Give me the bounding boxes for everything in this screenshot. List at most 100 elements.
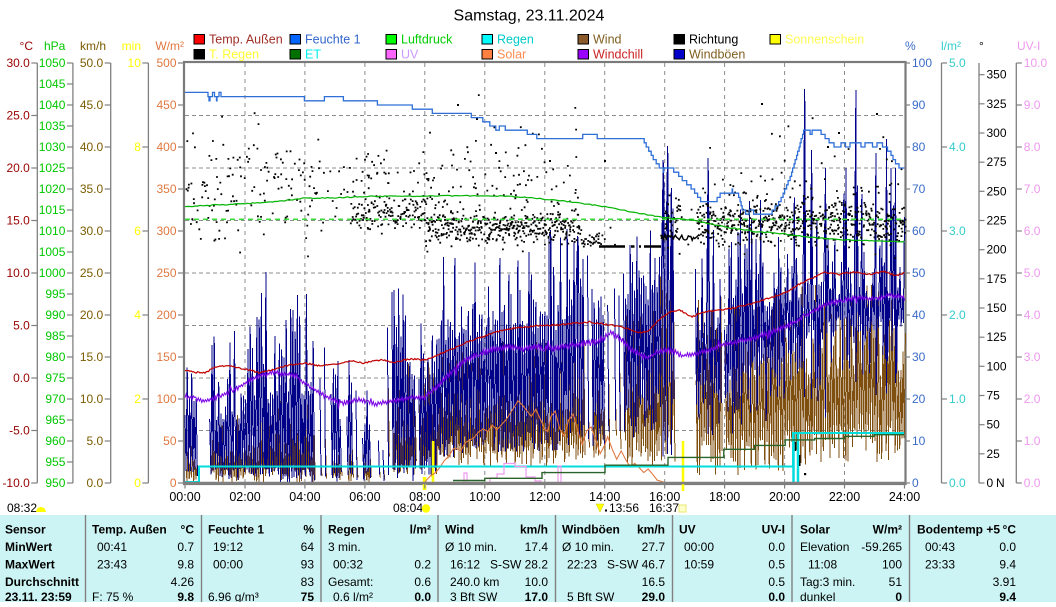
svg-text:08:04: 08:04 xyxy=(393,501,423,515)
svg-text:0.0: 0.0 xyxy=(87,476,104,490)
svg-text:0: 0 xyxy=(987,476,994,490)
svg-text:4.0: 4.0 xyxy=(1024,308,1041,322)
svg-text:0.6: 0.6 xyxy=(414,575,431,589)
svg-text:150: 150 xyxy=(987,301,1007,315)
svg-text:S-SW 46.7: S-SW 46.7 xyxy=(607,558,665,572)
svg-text:83: 83 xyxy=(301,575,315,589)
svg-text:23:33: 23:33 xyxy=(925,558,955,572)
svg-text:1000: 1000 xyxy=(39,266,66,280)
svg-text:29.0: 29.0 xyxy=(642,590,666,602)
svg-text:100: 100 xyxy=(912,56,932,70)
svg-text:6.96 g/m³: 6.96 g/m³ xyxy=(208,590,259,602)
svg-text:8.0: 8.0 xyxy=(1024,140,1041,154)
svg-text:5.0: 5.0 xyxy=(13,319,30,333)
svg-text:0: 0 xyxy=(170,476,177,490)
svg-text:50: 50 xyxy=(987,418,1001,432)
svg-text:W/m²: W/m² xyxy=(155,39,184,53)
svg-text:400: 400 xyxy=(156,140,176,154)
svg-text:350: 350 xyxy=(987,68,1007,82)
svg-text:7.0: 7.0 xyxy=(1024,182,1041,196)
svg-text:5.0: 5.0 xyxy=(949,56,966,70)
svg-text:50: 50 xyxy=(163,434,177,448)
svg-text:4: 4 xyxy=(134,308,141,322)
svg-text:1005: 1005 xyxy=(39,245,66,259)
svg-text:60: 60 xyxy=(912,224,926,238)
svg-text:0: 0 xyxy=(895,590,902,602)
svg-text:90: 90 xyxy=(912,98,926,112)
svg-text:9.8: 9.8 xyxy=(177,590,194,602)
svg-text:Regen: Regen xyxy=(328,523,365,537)
svg-text:50.0: 50.0 xyxy=(80,56,104,70)
svg-text:1015: 1015 xyxy=(39,203,66,217)
svg-text:20:00: 20:00 xyxy=(769,490,800,504)
svg-text:300: 300 xyxy=(156,224,176,238)
svg-text:Feuchte 1: Feuchte 1 xyxy=(305,33,361,47)
svg-text:%: % xyxy=(905,39,916,53)
svg-text:450: 450 xyxy=(156,98,176,112)
svg-text:4.0: 4.0 xyxy=(949,140,966,154)
svg-text:Regen: Regen xyxy=(497,33,534,47)
svg-text:-10.0: -10.0 xyxy=(2,476,30,490)
svg-text:UV-I: UV-I xyxy=(1017,39,1040,53)
svg-text:Sensor: Sensor xyxy=(5,523,46,537)
svg-text:UV-I: UV-I xyxy=(762,523,785,537)
svg-text:Solar: Solar xyxy=(497,48,526,62)
svg-text:40: 40 xyxy=(912,308,926,322)
svg-text:dunkel: dunkel xyxy=(800,590,835,602)
svg-text:°: ° xyxy=(979,39,984,53)
svg-text:10.0: 10.0 xyxy=(6,266,30,280)
svg-text:18:00: 18:00 xyxy=(709,490,740,504)
svg-text:02:00: 02:00 xyxy=(229,490,260,504)
svg-text:10:59: 10:59 xyxy=(684,558,714,572)
svg-text:%: % xyxy=(303,523,314,537)
svg-text:Feuchte 1: Feuchte 1 xyxy=(208,523,264,537)
svg-text:1025: 1025 xyxy=(39,161,66,175)
svg-text:0.5: 0.5 xyxy=(768,558,785,572)
svg-text:100: 100 xyxy=(987,359,1007,373)
svg-text:F: 75 %: F: 75 % xyxy=(92,590,134,602)
svg-text:°C: °C xyxy=(20,39,34,53)
svg-text:965: 965 xyxy=(45,413,65,427)
svg-text:240.0 km: 240.0 km xyxy=(450,575,499,589)
svg-text:Ø 10 min.: Ø 10 min. xyxy=(562,540,614,554)
svg-text:Tag:3 min.: Tag:3 min. xyxy=(800,575,855,589)
svg-text:50: 50 xyxy=(912,266,926,280)
svg-text:km/h: km/h xyxy=(637,523,665,537)
svg-text:1.0: 1.0 xyxy=(1024,434,1041,448)
svg-text:10.0: 10.0 xyxy=(1024,56,1048,70)
svg-text:00:00: 00:00 xyxy=(169,490,200,504)
svg-text:64: 64 xyxy=(301,540,315,554)
svg-text:1050: 1050 xyxy=(39,56,66,70)
svg-text:17.0: 17.0 xyxy=(525,590,549,602)
svg-text:4.26: 4.26 xyxy=(171,575,195,589)
svg-text:3 min.: 3 min. xyxy=(328,540,361,554)
svg-text:0.0: 0.0 xyxy=(768,590,785,602)
svg-text:00:43: 00:43 xyxy=(925,540,955,554)
svg-text:93: 93 xyxy=(301,558,315,572)
svg-text:25.0: 25.0 xyxy=(6,109,30,123)
svg-text:22:00: 22:00 xyxy=(829,490,860,504)
svg-text:30.0: 30.0 xyxy=(6,56,30,70)
svg-text:16:12: 16:12 xyxy=(450,558,480,572)
svg-text:10:00: 10:00 xyxy=(469,490,500,504)
svg-text:17.4: 17.4 xyxy=(525,540,549,554)
svg-text:0.0: 0.0 xyxy=(949,476,966,490)
svg-text:km/h: km/h xyxy=(80,39,106,53)
svg-text:980: 980 xyxy=(45,350,65,364)
svg-text:km/h: km/h xyxy=(520,523,548,537)
svg-text:10: 10 xyxy=(912,434,926,448)
svg-text:45.0: 45.0 xyxy=(80,98,104,112)
svg-text:9.4: 9.4 xyxy=(999,558,1016,572)
svg-text:0.0: 0.0 xyxy=(13,371,30,385)
svg-text:0.2: 0.2 xyxy=(414,558,431,572)
svg-text:0.6 l/m²: 0.6 l/m² xyxy=(333,590,373,602)
svg-text:70: 70 xyxy=(912,182,926,196)
svg-text:9.8: 9.8 xyxy=(177,558,194,572)
svg-text:15.0: 15.0 xyxy=(6,214,30,228)
svg-text:04:00: 04:00 xyxy=(289,490,320,504)
svg-text:51: 51 xyxy=(889,575,903,589)
svg-text:Solar: Solar xyxy=(800,523,830,537)
svg-text:00:41: 00:41 xyxy=(97,540,127,554)
svg-text:200: 200 xyxy=(987,243,1007,257)
svg-text:3 Bft SW: 3 Bft SW xyxy=(450,590,498,602)
